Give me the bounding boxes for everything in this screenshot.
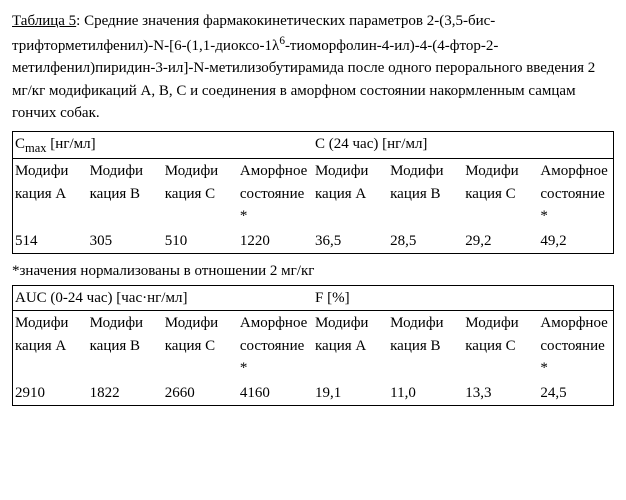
t1-val-l3: 1220 bbox=[238, 229, 313, 254]
t2-sub-l2: Модифи кация C bbox=[163, 311, 238, 381]
t2-sub-l0: Модифи кация A bbox=[13, 311, 88, 381]
t2-val-l3: 4160 bbox=[238, 381, 313, 406]
t1-val-l2: 510 bbox=[163, 229, 238, 254]
t1-sub-l0: Модифи кация A bbox=[13, 159, 88, 229]
t1-sub-l2: Модифи кация C bbox=[163, 159, 238, 229]
t2-sub-r2: Модифи кация C bbox=[463, 311, 538, 381]
t1-sub-l1: Модифи кация B bbox=[88, 159, 163, 229]
t1-sub-r0: Модифи кация A bbox=[313, 159, 388, 229]
t1-header-left: Cmax [нг/мл] bbox=[13, 131, 314, 159]
t1-sub-l3: Аморфное состояние * bbox=[238, 159, 313, 229]
table-2: AUC (0-24 час) [час·нг/мл] F [%] Модифи … bbox=[12, 285, 614, 407]
t2-sub-r3: Аморфное состояние* bbox=[538, 311, 613, 381]
t1-val-r0: 36,5 bbox=[313, 229, 388, 254]
t2-val-l0: 2910 bbox=[13, 381, 88, 406]
t2-val-r3: 24,5 bbox=[538, 381, 613, 406]
t2-val-r2: 13,3 bbox=[463, 381, 538, 406]
footnote: *значения нормализованы в отношении 2 мг… bbox=[12, 260, 614, 283]
table-caption: Таблица 5: Средние значения фармакокинет… bbox=[12, 10, 614, 125]
t1-val-r1: 28,5 bbox=[388, 229, 463, 254]
t2-val-l2: 2660 bbox=[163, 381, 238, 406]
table-1: Cmax [нг/мл] C (24 час) [нг/мл] Модифи к… bbox=[12, 131, 614, 255]
caption-label: Таблица 5 bbox=[12, 13, 76, 29]
t1-val-r2: 29,2 bbox=[463, 229, 538, 254]
t2-sub-l3: Аморфное состояние * bbox=[238, 311, 313, 381]
t2-val-r0: 19,1 bbox=[313, 381, 388, 406]
t2-header-left: AUC (0-24 час) [час·нг/мл] bbox=[13, 285, 314, 311]
t1-sub-r1: Модифи кация B bbox=[388, 159, 463, 229]
t1-val-l1: 305 bbox=[88, 229, 163, 254]
t2-val-l1: 1822 bbox=[88, 381, 163, 406]
t2-sub-l1: Модифи кация B bbox=[88, 311, 163, 381]
t1-sub-r2: Модифи кация C bbox=[463, 159, 538, 229]
t2-val-r1: 11,0 bbox=[388, 381, 463, 406]
t1-sub-r3: Аморфное состояние* bbox=[538, 159, 613, 229]
t2-header-right: F [%] bbox=[313, 285, 614, 311]
t2-sub-r0: Модифи кация A bbox=[313, 311, 388, 381]
t1-header-right: C (24 час) [нг/мл] bbox=[313, 131, 614, 159]
t2-sub-r1: Модифи кация B bbox=[388, 311, 463, 381]
t1-val-l0: 514 bbox=[13, 229, 88, 254]
t1-val-r3: 49,2 bbox=[538, 229, 613, 254]
